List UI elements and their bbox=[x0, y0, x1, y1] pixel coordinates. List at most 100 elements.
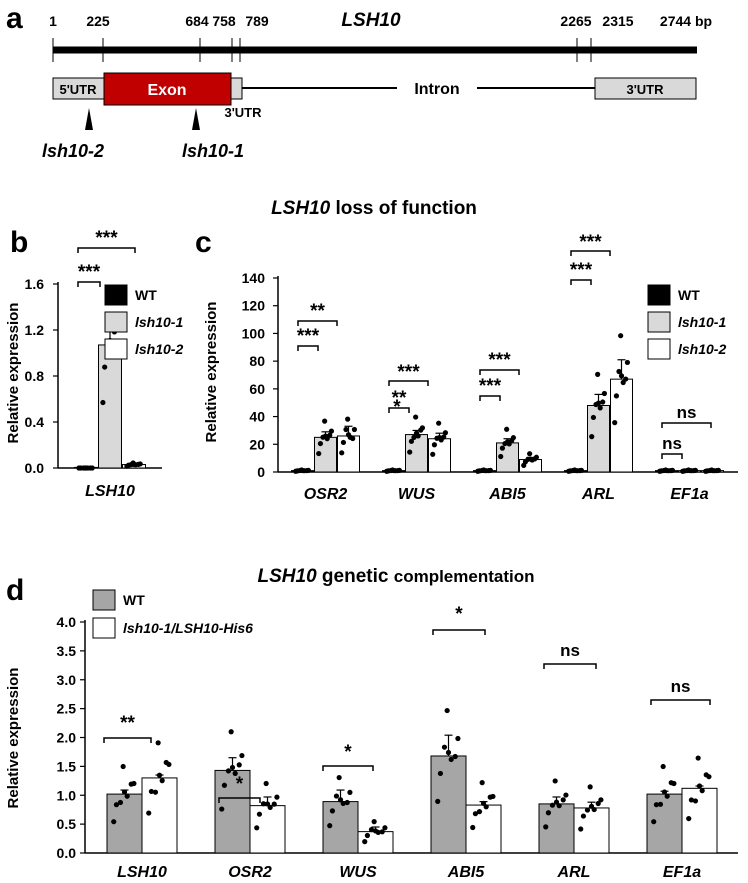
significance-label: *** bbox=[579, 232, 602, 253]
category-label: OSR2 bbox=[304, 486, 348, 503]
data-point bbox=[264, 801, 271, 807]
utr3-short-label: 3'UTR bbox=[224, 105, 262, 120]
data-point bbox=[618, 373, 625, 379]
legend-label: WT bbox=[135, 287, 157, 303]
significance-label: *** bbox=[488, 350, 511, 371]
category-label: ABI5 bbox=[488, 486, 527, 503]
data-point bbox=[590, 414, 597, 421]
y-tick-label: 2.0 bbox=[57, 730, 77, 746]
data-point bbox=[126, 462, 132, 468]
significance-label: ** bbox=[120, 713, 135, 734]
data-point bbox=[239, 752, 245, 759]
data-point bbox=[498, 453, 504, 460]
data-point bbox=[271, 801, 277, 807]
data-point bbox=[364, 832, 371, 839]
data-point bbox=[254, 825, 260, 831]
data-point bbox=[372, 828, 379, 834]
data-point bbox=[351, 426, 358, 433]
data-point bbox=[480, 800, 487, 806]
data-point bbox=[618, 333, 624, 339]
significance-label: * bbox=[393, 397, 401, 418]
bar bbox=[141, 777, 178, 854]
data-point bbox=[588, 803, 595, 809]
data-point bbox=[362, 839, 368, 845]
legend-label: WT bbox=[123, 592, 145, 608]
data-point bbox=[527, 456, 534, 462]
data-point bbox=[441, 434, 447, 440]
data-point bbox=[260, 801, 267, 807]
data-point bbox=[436, 420, 442, 426]
data-point bbox=[413, 430, 420, 436]
legend-label: lsh10-2 bbox=[135, 341, 183, 357]
data-point bbox=[545, 810, 552, 816]
data-point bbox=[345, 416, 351, 422]
data-point bbox=[587, 784, 593, 790]
data-point bbox=[228, 729, 234, 735]
data-point bbox=[578, 826, 584, 832]
y-tick-label: 0 bbox=[257, 464, 265, 480]
panel-letter-d: d bbox=[6, 574, 24, 607]
data-point bbox=[102, 364, 108, 370]
data-point bbox=[382, 825, 388, 831]
position-label: 789 bbox=[245, 13, 269, 29]
significance-bracket bbox=[218, 797, 261, 803]
category-label: EF1a bbox=[670, 486, 708, 503]
data-point bbox=[339, 450, 345, 456]
y-tick-label: 60 bbox=[249, 381, 265, 397]
data-point bbox=[452, 753, 458, 760]
significance-bracket bbox=[432, 629, 486, 635]
data-point bbox=[567, 468, 574, 474]
data-point bbox=[664, 793, 670, 799]
significance-bracket bbox=[479, 395, 501, 401]
data-point bbox=[560, 797, 566, 803]
data-point bbox=[595, 800, 601, 807]
insertion-marker-icon bbox=[192, 108, 200, 130]
position-label: 2315 bbox=[602, 13, 633, 29]
significance-label: *** bbox=[479, 376, 502, 397]
loss-of-function-title: LSH10 loss of function bbox=[271, 198, 477, 219]
category-label: LSH10 bbox=[85, 483, 135, 500]
data-point bbox=[225, 768, 232, 774]
title-rest: genetic bbox=[317, 566, 394, 587]
data-point bbox=[660, 763, 666, 770]
data-point bbox=[486, 467, 492, 474]
data-point bbox=[340, 439, 347, 446]
utr3-small-box bbox=[230, 77, 243, 100]
data-point bbox=[156, 772, 163, 778]
data-point bbox=[304, 467, 310, 474]
significance-bracket bbox=[661, 453, 683, 459]
data-point bbox=[221, 782, 228, 788]
utr3-box bbox=[594, 77, 697, 100]
legend-label: WT bbox=[678, 287, 700, 303]
data-point bbox=[695, 755, 701, 761]
data-point bbox=[395, 467, 401, 474]
data-point bbox=[327, 823, 333, 829]
data-point bbox=[688, 797, 695, 803]
data-point bbox=[703, 772, 709, 778]
data-point bbox=[256, 811, 263, 817]
significance-label: *** bbox=[570, 260, 593, 281]
category-label: WUS bbox=[398, 486, 436, 503]
data-point bbox=[476, 468, 483, 474]
data-point bbox=[532, 456, 538, 462]
data-point bbox=[597, 405, 603, 411]
legend-swatch bbox=[92, 617, 116, 639]
data-point bbox=[379, 829, 385, 835]
data-point bbox=[612, 420, 618, 426]
significance-label: ns bbox=[662, 434, 682, 453]
significance-label: * bbox=[344, 742, 352, 763]
significance-label: ** bbox=[310, 301, 325, 322]
data-point bbox=[345, 432, 352, 438]
data-point bbox=[479, 780, 485, 786]
data-point bbox=[445, 749, 452, 756]
title-rest: loss of function bbox=[330, 198, 477, 219]
panel-c: c Relative expression 0 20 40 60 80 100 120 140… bbox=[195, 226, 738, 503]
data-point bbox=[336, 774, 342, 781]
legend-label: lsh10-1/LSH10-His6 bbox=[123, 620, 253, 636]
significance-label: *** bbox=[95, 228, 118, 249]
category-label: ARL bbox=[557, 864, 591, 881]
gene-name-label: LSH10 bbox=[341, 10, 401, 31]
significance-bracket bbox=[77, 281, 101, 287]
data-point bbox=[431, 442, 438, 448]
data-point bbox=[455, 735, 461, 742]
